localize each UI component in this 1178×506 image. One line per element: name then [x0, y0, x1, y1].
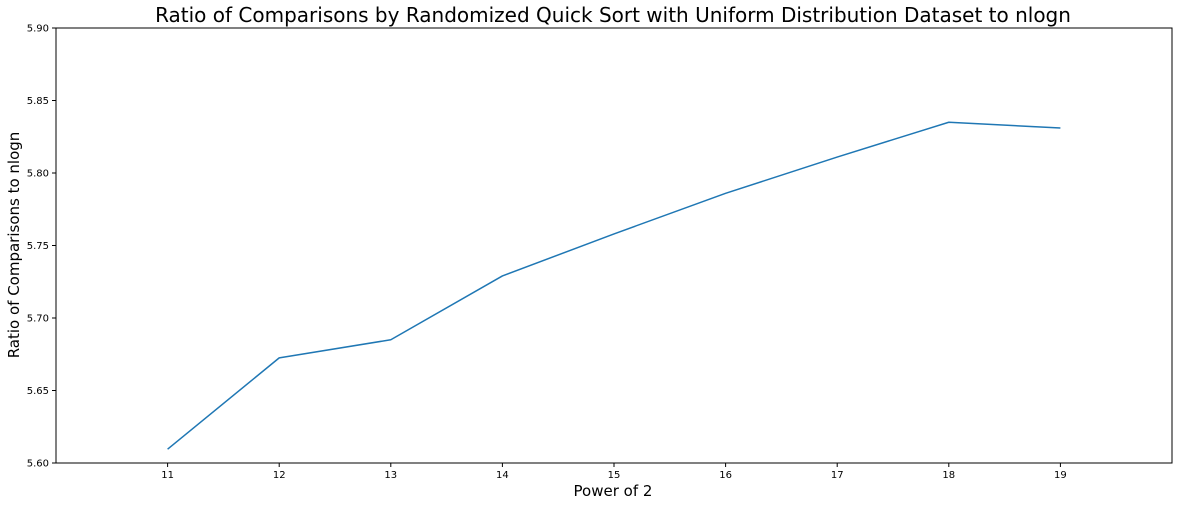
y-tick-label: 5.80	[27, 169, 49, 180]
x-tick-label: 18	[942, 470, 955, 481]
x-axis-label: Power of 2	[574, 482, 653, 500]
series-line-0	[167, 121, 1061, 450]
x-tick-label: 11	[161, 470, 174, 481]
x-axis: 11 12 13 14 15 16 17 18 19	[161, 463, 1067, 481]
x-tick-label: 15	[608, 470, 621, 481]
y-tick-label: 5.75	[27, 241, 49, 252]
plot-area-frame	[55, 27, 1173, 464]
y-tick-label: 5.85	[27, 96, 49, 107]
chart-title: Ratio of Comparisons by Randomized Quick…	[155, 3, 1071, 27]
x-tick-label: 14	[496, 470, 509, 481]
x-tick-label: 13	[384, 470, 397, 481]
y-tick-label: 5.70	[27, 314, 49, 325]
y-tick-label: 5.65	[27, 386, 49, 397]
y-axis: 5.60 5.65 5.70 5.75 5.80 5.85 5.90	[27, 24, 56, 470]
y-axis-label: Ratio of Comparisons to nlogn	[5, 132, 23, 359]
x-tick-label: 12	[273, 470, 286, 481]
y-tick-label: 5.60	[27, 459, 49, 470]
x-tick-label: 19	[1054, 470, 1067, 481]
y-tick-label: 5.90	[27, 24, 49, 35]
x-tick-label: 16	[719, 470, 732, 481]
series-layer	[167, 121, 1061, 450]
x-tick-label: 17	[831, 470, 844, 481]
